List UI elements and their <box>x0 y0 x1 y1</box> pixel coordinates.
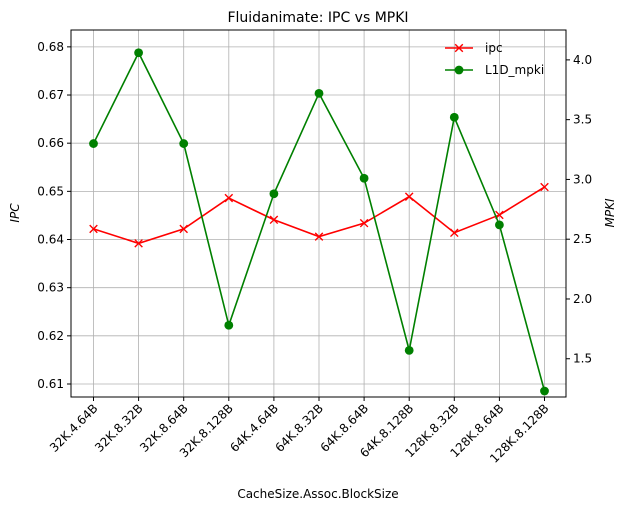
y-left-tick-label: 0.67 <box>37 88 64 102</box>
data-point-ipc <box>179 224 188 234</box>
data-point-L1D_mpki <box>359 173 369 183</box>
y-right-tick-label: 4.0 <box>573 53 592 67</box>
y-left-tick-label: 0.68 <box>37 40 64 54</box>
y-left-tick-label: 0.62 <box>37 329 64 343</box>
data-point-L1D_mpki <box>404 345 414 355</box>
legend-label: L1D_mpki <box>485 63 544 77</box>
data-point-ipc <box>224 193 234 203</box>
data-point-ipc <box>450 228 459 238</box>
legend-marker <box>454 43 464 53</box>
data-point-ipc <box>134 239 143 248</box>
legend-label: ipc <box>485 41 503 55</box>
data-point-ipc <box>89 224 98 234</box>
y-right-tick-label: 1.5 <box>573 352 592 366</box>
grid <box>71 30 566 397</box>
data-point-ipc <box>359 218 369 228</box>
y-axis-left-label: IPC <box>8 203 22 223</box>
y-left-tick-label: 0.61 <box>37 377 64 391</box>
data-point-L1D_mpki <box>540 386 549 396</box>
legend-marker <box>454 65 464 75</box>
data-point-L1D_mpki <box>224 320 234 330</box>
data-point-ipc <box>540 182 549 192</box>
y-right-tick-label: 2.5 <box>573 232 592 246</box>
data-point-L1D_mpki <box>179 139 189 148</box>
data-point-ipc <box>314 232 324 241</box>
data-point-ipc <box>404 192 414 201</box>
series-ipc <box>89 182 549 248</box>
legend: ipc L1D_mpki <box>445 41 544 77</box>
legend-item-L1D_mpki: L1D_mpki <box>445 63 544 77</box>
y-right-tick-label: 3.0 <box>573 172 592 186</box>
data-point-L1D_mpki <box>134 48 144 58</box>
data-point-L1D_mpki <box>449 112 459 122</box>
y-left-tick-label: 0.65 <box>37 184 64 198</box>
legend-item-ipc: ipc <box>445 41 503 55</box>
y-right-tick-label: 3.5 <box>573 113 592 127</box>
series-L1D_mpki <box>89 48 549 396</box>
y-left-tick-label: 0.63 <box>37 281 64 295</box>
chart-title: Fluidanimate: IPC vs MPKI <box>227 10 408 26</box>
data-point-L1D_mpki <box>269 189 279 199</box>
data-point-L1D_mpki <box>314 88 324 98</box>
y-left-tick-label: 0.64 <box>37 233 64 247</box>
y-right-tick-label: 2.0 <box>573 292 592 306</box>
x-axis-label: CacheSize.Assoc.BlockSize <box>237 487 398 501</box>
y-axis-right-label: MPKI <box>603 198 617 227</box>
data-point-L1D_mpki <box>495 220 504 230</box>
data-point-ipc <box>269 215 279 225</box>
data-point-L1D_mpki <box>89 139 98 148</box>
y-left-tick-label: 0.66 <box>37 136 64 150</box>
series-layer <box>89 48 549 396</box>
